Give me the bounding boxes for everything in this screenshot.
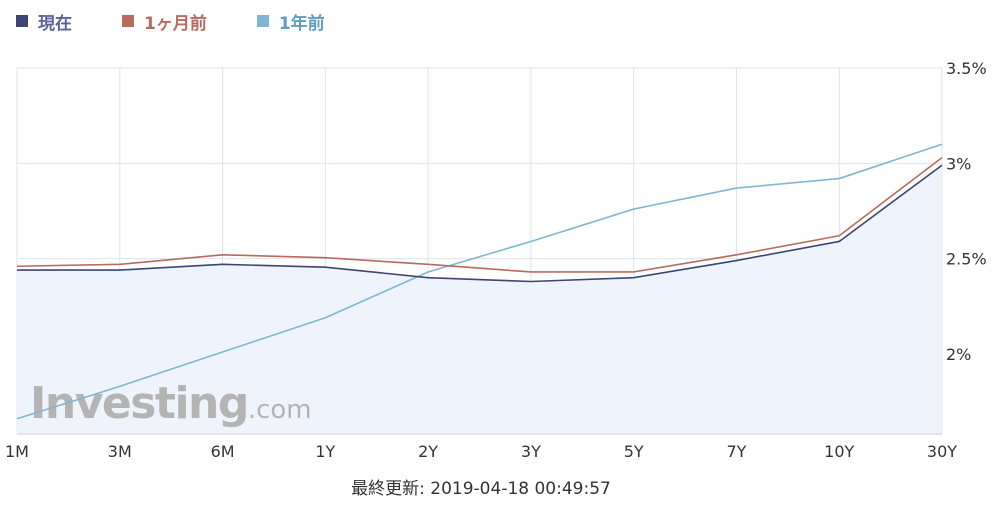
y-tick-label: 2.5% xyxy=(946,250,987,269)
x-tick-label: 30Y xyxy=(927,442,957,461)
watermark-suffix: .com xyxy=(248,395,312,425)
legend-item-current[interactable]: 現在 xyxy=(16,9,72,34)
y-tick-label: 2% xyxy=(946,345,971,364)
watermark: Investing.com xyxy=(30,378,312,429)
last-updated: 最終更新: 2019-04-18 00:49:57 xyxy=(351,479,611,499)
legend-label-current: 現在 xyxy=(38,13,72,34)
legend-item-month-ago[interactable]: 1ヶ月前 xyxy=(122,9,207,34)
x-tick-label: 2Y xyxy=(418,442,438,461)
x-tick-label: 3Y xyxy=(521,442,541,461)
chart-legend: 現在 1ヶ月前 1年前 xyxy=(16,8,375,34)
series-line-year-ago xyxy=(16,143,943,420)
legend-label-year-ago: 1年前 xyxy=(278,13,325,34)
series-line-month-ago xyxy=(16,156,943,273)
series-layer xyxy=(16,143,943,420)
area-fill-current xyxy=(17,165,942,434)
legend-swatch-current xyxy=(16,15,28,27)
legend-swatch-year-ago xyxy=(256,15,269,27)
x-tick-label: 1Y xyxy=(315,442,335,461)
x-tick-label: 7Y xyxy=(726,442,746,461)
series-line-current xyxy=(17,164,943,283)
x-tick-label: 3M xyxy=(108,442,132,461)
y-tick-label: 3% xyxy=(946,154,971,173)
x-tick-label: 6M xyxy=(211,442,235,461)
fill-layer xyxy=(17,165,942,434)
watermark-brand: Investing xyxy=(30,378,248,429)
legend-swatch-month-ago xyxy=(122,15,134,27)
y-tick-label: 3.5% xyxy=(946,59,987,78)
legend-item-year-ago[interactable]: 1年前 xyxy=(256,9,325,34)
x-tick-label: 1M xyxy=(5,442,29,461)
x-tick-label: 5Y xyxy=(624,442,644,461)
legend-label-month-ago: 1ヶ月前 xyxy=(144,13,207,34)
axis-layer: 1M 3M 6M 1Y 2Y 3Y 5Y 7Y 10Y 30Y 2% 2.5% 3% 3.5% xyxy=(5,59,987,461)
svg-text:Investing.com: Investing.com xyxy=(30,378,312,429)
x-tick-label: 10Y xyxy=(824,442,854,461)
